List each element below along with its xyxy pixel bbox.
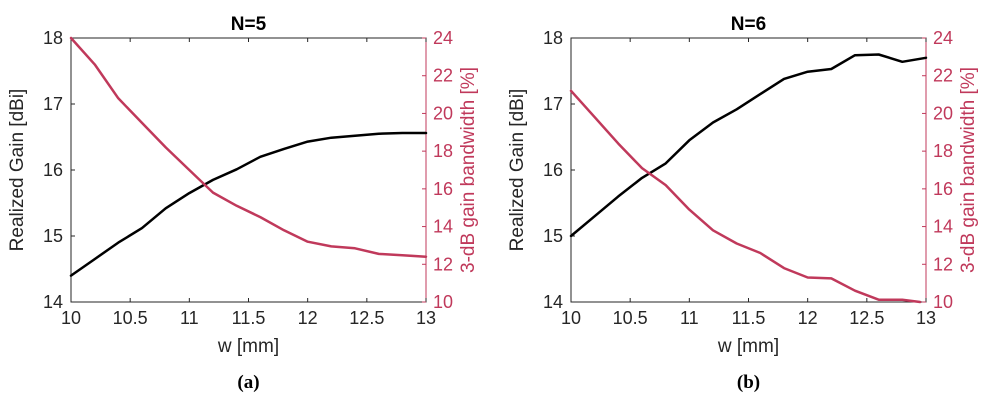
y-left-tick-label: 15	[43, 226, 63, 246]
x-tick-label: 10.5	[613, 308, 648, 328]
x-tick-label: 11	[680, 308, 699, 328]
y-right-tick-label: 14	[433, 217, 453, 237]
y-right-tick-label: 10	[933, 292, 953, 312]
x-tick-label: 12.5	[349, 308, 384, 328]
y-right-axis-label: 3-dB gain bandwidth [%]	[458, 67, 479, 273]
y-right-tick-label: 18	[933, 141, 953, 161]
y-right-tick-label: 10	[433, 292, 453, 312]
x-tick-label: 13	[416, 308, 436, 328]
x-tick-label: 11.5	[232, 308, 266, 328]
chart-1: 10 10.5 11 11.5 12 12.5 13 14 15 16 17 18 10 12 14 16 18…	[7, 14, 479, 393]
x-tick-label: 12	[798, 308, 818, 328]
series-line-bandwidth	[69, 36, 428, 258]
y-right-tick-label: 16	[933, 179, 953, 199]
chart-title: N=5	[231, 14, 267, 35]
series-line-bandwidth	[569, 89, 922, 304]
y-left-tick-label: 14	[43, 292, 63, 312]
chart-2: 10 10.5 11 11.5 12 12.5 13 14 15 16 17 18 10 12 14 16 18…	[507, 14, 979, 393]
plot-area	[570, 37, 927, 303]
x-tick-label: 12.5	[849, 308, 884, 328]
y-right-tick-label: 22	[433, 66, 453, 86]
y-right-tick-label: 14	[933, 217, 953, 237]
y-right-tick-label: 20	[933, 103, 953, 123]
x-tick-label: 13	[916, 308, 936, 328]
chart-title: N=6	[731, 14, 766, 35]
y-left-tick-label: 18	[43, 28, 63, 48]
x-tick-label: 11.5	[732, 308, 766, 328]
y-right-tick-label: 12	[933, 254, 953, 274]
y-right-tick-label: 16	[433, 179, 453, 199]
y-right-axis-label: 3-dB gain bandwidth [%]	[958, 67, 979, 273]
x-tick-label: 12	[298, 308, 318, 328]
y-right-tick-label: 24	[933, 28, 953, 48]
y-left-tick-label: 17	[43, 94, 63, 114]
y-right-tick-label: 12	[433, 254, 453, 274]
subfigure-caption: (b)	[737, 372, 760, 393]
series-line-realized-gain	[69, 131, 428, 277]
subfigure-caption: (a)	[237, 372, 259, 393]
y-left-axis-label: Realized Gain [dBi]	[7, 89, 28, 252]
plot-area	[70, 37, 427, 303]
y-right-tick-label: 18	[433, 141, 453, 161]
x-axis-label: w [mm]	[717, 336, 779, 357]
x-axis-label: w [mm]	[217, 336, 279, 357]
series-line-realized-gain	[569, 53, 928, 238]
x-tick-label: 10	[61, 308, 81, 328]
y-left-tick-label: 17	[543, 94, 563, 114]
x-tick-label: 11	[180, 308, 199, 328]
y-right-tick-label: 22	[933, 66, 953, 86]
y-right-tick-label: 20	[433, 103, 453, 123]
y-left-axis-label: Realized Gain [dBi]	[507, 89, 528, 252]
y-left-tick-label: 15	[543, 226, 563, 246]
x-tick-label: 10	[561, 308, 581, 328]
y-left-tick-label: 16	[43, 160, 63, 180]
y-left-tick-label: 16	[543, 160, 563, 180]
y-left-tick-label: 18	[543, 28, 563, 48]
y-right-tick-label: 24	[433, 28, 453, 48]
y-left-tick-label: 14	[543, 292, 563, 312]
x-tick-label: 10.5	[113, 308, 148, 328]
